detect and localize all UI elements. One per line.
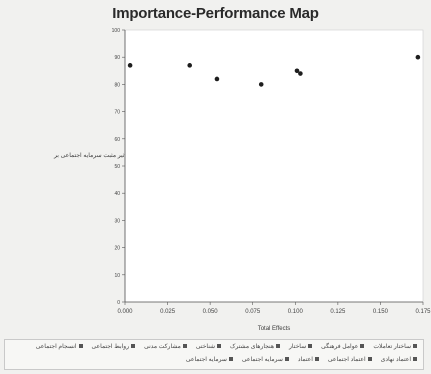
- legend-swatch: [78, 344, 83, 349]
- legend-item: انسجام اجتماعی: [36, 341, 83, 354]
- legend-label: سرمایه اجتماعی: [185, 357, 227, 363]
- y-tick-label: 40: [114, 191, 120, 197]
- legend-label: شناختی: [195, 344, 216, 350]
- x-tick-label: 0.175: [415, 309, 431, 315]
- x-tick-label: 0.150: [373, 309, 389, 315]
- legend-item: اعتماد نهادی: [381, 354, 417, 367]
- x-tick-label: 0.075: [245, 309, 261, 315]
- x-tick-label: 0.100: [288, 309, 304, 315]
- x-tick-label: 0.050: [203, 309, 219, 315]
- legend-label: اعتماد اجتماعی: [327, 357, 366, 363]
- scatter-point: [294, 68, 300, 74]
- legend-swatch: [360, 344, 365, 349]
- y-axis-label: تاثیر مثبت سرمایه اجتماعی بر: [54, 153, 128, 159]
- legend-swatch: [217, 344, 222, 349]
- x-tick-label: 0.025: [160, 309, 176, 315]
- legend-item: روابط اجتماعی: [92, 341, 136, 354]
- legend-label: انسجام اجتماعی: [35, 344, 77, 350]
- legend-item: شناختی: [195, 341, 222, 354]
- legend-item: ساختار تعاملات: [373, 341, 417, 354]
- y-tick-label: 10: [114, 273, 120, 279]
- legend-swatch: [131, 344, 136, 349]
- legend-item: هنجارهای مشترک: [230, 341, 281, 354]
- x-tick-label: 0.000: [117, 309, 133, 315]
- scatter-point: [298, 71, 303, 76]
- legend: ساختار تعاملات عوامل فرهنگی ساختار هنجارهای…: [4, 339, 424, 370]
- legend-item: اعتماد: [298, 354, 319, 367]
- legend-swatch: [413, 344, 417, 349]
- y-tick-label: 70: [114, 110, 120, 116]
- scatter-point: [214, 76, 220, 82]
- y-tick-label: 30: [114, 218, 120, 224]
- legend-swatch: [413, 357, 417, 362]
- scatter-point: [415, 54, 421, 60]
- legend-label: عوامل فرهنگی: [321, 344, 359, 350]
- y-tick-label: 80: [114, 82, 120, 88]
- scatter-point: [258, 82, 264, 87]
- scatter-point: [127, 63, 133, 68]
- legend-swatch: [284, 357, 289, 362]
- legend-item: سرمایه اجتماعی: [242, 354, 289, 367]
- x-axis-label: Total Effects: [258, 326, 291, 332]
- legend-item: عوامل فرهنگی: [321, 341, 365, 354]
- legend-label: اعتماد: [297, 357, 313, 363]
- y-tick-label: 90: [114, 55, 120, 61]
- legend-swatch: [228, 357, 233, 362]
- scatter-point: [187, 63, 193, 68]
- legend-item: مشارکت مدنی: [144, 341, 187, 354]
- y-tick-label: 60: [114, 137, 120, 143]
- legend-swatch: [367, 357, 372, 362]
- legend-label: سرمایه اجتماعی: [241, 357, 283, 363]
- y-tick-label: 20: [114, 246, 120, 252]
- legend-swatch: [314, 357, 319, 362]
- legend-label: مشارکت مدنی: [144, 344, 181, 350]
- chart-title: Importance-Performance Map: [112, 5, 319, 22]
- legend-label: ساختار تعاملات: [373, 344, 411, 350]
- legend-swatch: [182, 344, 187, 349]
- x-tick-label: 0.125: [330, 309, 346, 315]
- legend-label: اعتماد نهادی: [380, 357, 411, 363]
- legend-label: روابط اجتماعی: [91, 344, 130, 350]
- y-tick-label: 0: [117, 300, 120, 306]
- y-tick-label: 50: [114, 164, 120, 170]
- legend-label: ساختار: [289, 344, 307, 350]
- legend-swatch: [276, 344, 281, 349]
- legend-item: ساختار: [289, 341, 313, 354]
- legend-swatch: [308, 344, 313, 349]
- legend-label: هنجارهای مشترک: [230, 344, 275, 350]
- legend-item: سرمایه اجتماعی: [186, 354, 233, 367]
- y-tick-label: 100: [112, 28, 121, 34]
- plot-area: [124, 29, 424, 303]
- legend-item: اعتماد اجتماعی: [328, 354, 372, 367]
